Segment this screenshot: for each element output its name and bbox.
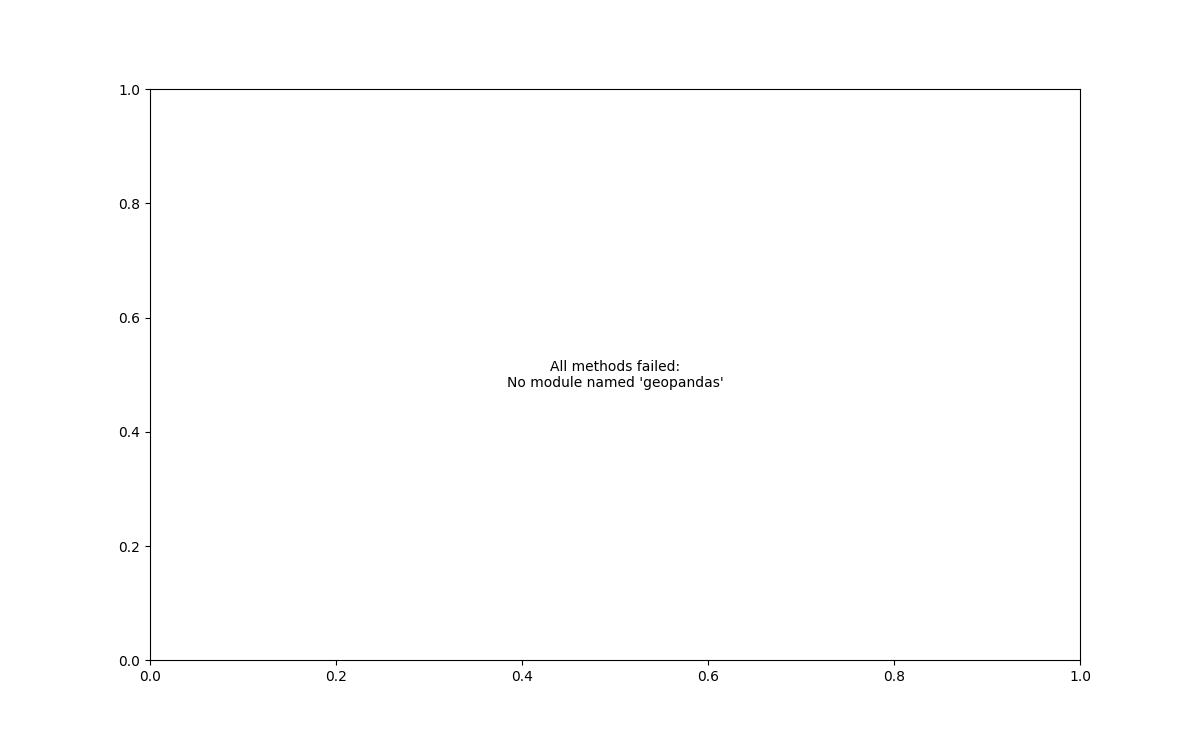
Text: All methods failed:
No module named 'geopandas': All methods failed: No module named 'geo… <box>506 360 724 390</box>
